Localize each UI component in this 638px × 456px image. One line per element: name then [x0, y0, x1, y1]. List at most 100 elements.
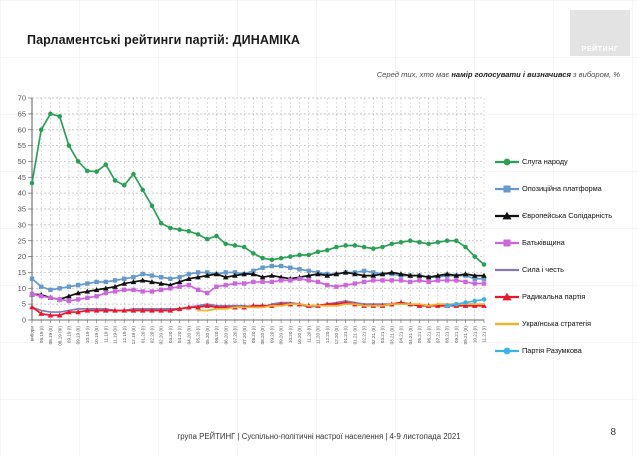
legend-label-radykalna-partiia: Радикальна партія [522, 292, 586, 301]
legend-item-radykalna-partiia[interactable]: Радикальна партія [494, 283, 638, 310]
svg-text:01.21 (II): 01.21 (II) [352, 326, 357, 345]
legend-item-syla-i-chest[interactable]: Сила і честь [494, 256, 638, 283]
svg-text:11.21 (I): 11.21 (I) [482, 326, 487, 343]
svg-text:50: 50 [18, 157, 26, 166]
legend-marker-square-violet [494, 237, 520, 249]
svg-text:03.21 (II): 03.21 (II) [389, 326, 394, 345]
legend-item-ukrainska-stratehiia[interactable]: Українська стратегія [494, 310, 638, 337]
subtitle-part-2: з вибором, % [570, 70, 620, 79]
svg-text:04.21 (II): 04.21 (II) [408, 326, 413, 345]
svg-text:12.19 (I): 12.19 (I) [122, 326, 127, 344]
svg-text:06.20 (I): 06.20 (I) [214, 326, 219, 344]
svg-text:70: 70 [18, 94, 26, 103]
svg-text:12.19 (II): 12.19 (II) [131, 326, 136, 345]
svg-text:06.21 (I): 06.21 (I) [426, 326, 431, 344]
svg-text:10.21 (I): 10.21 (I) [472, 326, 477, 344]
rating-logo: РЕЙТИНГ [570, 10, 630, 56]
svg-text:05.21 (I): 05.21 (I) [417, 326, 422, 344]
svg-text:45: 45 [18, 173, 26, 182]
svg-text:02.20 (I): 02.20 (I) [150, 326, 155, 344]
svg-text:30: 30 [18, 220, 26, 229]
svg-text:09.20 (I): 09.20 (I) [269, 326, 274, 344]
page-title: Парламентські рейтинги партій: ДИНАМІКА [27, 33, 300, 47]
legend-marker-line-gold [494, 318, 520, 330]
legend-marker-triangle-black [494, 210, 520, 222]
svg-text:04.21 (I): 04.21 (I) [399, 326, 404, 344]
subtitle-emphasis: намір голосувати і визначився [451, 70, 571, 79]
svg-text:05.20 (II): 05.20 (II) [205, 326, 210, 345]
svg-text:04.20 (I): 04.20 (I) [177, 326, 182, 344]
subtitle-part-1: Серед тих, хто має [376, 70, 452, 79]
svg-text:25: 25 [18, 236, 26, 245]
svg-text:03.21 (I): 03.21 (I) [380, 326, 385, 344]
legend-item-partiia-razumkova[interactable]: Партія Разумкова [494, 337, 638, 364]
svg-text:60: 60 [18, 125, 26, 134]
legend-item-batkivshchyna[interactable]: Батьківщина [494, 229, 638, 256]
chart-plot-area: 0 5 10 15 20 25 30 35 40 45 50 55 60 65 70 вибори 08.19 … [8, 92, 490, 384]
svg-text:07.20 (I): 07.20 (I) [233, 326, 238, 344]
chart-subtitle: Серед тих, хто має намір голосувати і ви… [377, 70, 620, 79]
legend-marker-triangle-red [494, 291, 520, 303]
svg-text:07.20 (II): 07.20 (II) [242, 326, 247, 345]
svg-text:03.20 (I): 03.20 (I) [168, 326, 173, 344]
legend-label-syla-i-chest: Сила і честь [522, 265, 564, 274]
svg-text:40: 40 [18, 189, 26, 198]
svg-text:12.20 (II): 12.20 (II) [334, 326, 339, 345]
rating-logo-text: РЕЙТИНГ [581, 46, 619, 53]
svg-text:09.21 (II): 09.21 (II) [463, 326, 468, 345]
svg-text:02.20 (II): 02.20 (II) [159, 326, 164, 345]
series-Опозиційна платформа [29, 263, 487, 293]
svg-text:02.21 (II): 02.21 (II) [371, 326, 376, 345]
svg-text:06.20 (II): 06.20 (II) [223, 326, 228, 345]
svg-text:08.19 (III): 08.19 (III) [57, 326, 62, 346]
slide-footer: група РЕЙТИНГ | Суспільно-політичні наст… [177, 432, 461, 441]
svg-text:08.19 (II): 08.19 (II) [48, 326, 53, 345]
svg-text:11.19 (II): 11.19 (II) [113, 326, 118, 345]
chart-legend: Слуга народу Опозиційна платформа Європе… [494, 148, 638, 364]
svg-text:09.20 (II): 09.20 (II) [279, 326, 284, 345]
svg-text:0: 0 [22, 316, 26, 325]
legend-item-sluga-narodu[interactable]: Слуга народу [494, 148, 638, 175]
svg-text:07.21 (I): 07.21 (I) [435, 326, 440, 344]
legend-marker-square-blue [494, 183, 520, 195]
svg-text:11.20 (II): 11.20 (II) [316, 326, 321, 345]
svg-text:10.19 (II): 10.19 (II) [94, 326, 99, 345]
svg-text:10.20 (II): 10.20 (II) [297, 326, 302, 345]
svg-text:65: 65 [18, 109, 26, 118]
svg-text:05.20 (I): 05.20 (I) [196, 326, 201, 344]
legend-label-batkivshchyna: Батьківщина [522, 238, 565, 247]
legend-item-evropeiska-solidarnist[interactable]: Європейська Солідарність [494, 202, 638, 229]
svg-text:09.21 (I): 09.21 (I) [454, 326, 459, 344]
svg-text:11.20 (I): 11.20 (I) [306, 326, 311, 343]
svg-text:20: 20 [18, 252, 26, 261]
svg-text:08.20 (I): 08.20 (I) [251, 326, 256, 344]
legend-marker-circle-green [494, 156, 520, 168]
legend-marker-circle-cyan [494, 345, 520, 357]
svg-text:08.21 (I): 08.21 (I) [445, 326, 450, 344]
svg-text:02.21 (I): 02.21 (I) [362, 326, 367, 344]
legend-label-ukrainska-stratehiia: Українська стратегія [522, 319, 591, 328]
svg-text:01.21 (I): 01.21 (I) [343, 326, 348, 344]
page-number: 8 [610, 427, 616, 438]
svg-text:09.19 (II): 09.19 (II) [76, 326, 81, 345]
svg-text:01.20 (I): 01.20 (I) [140, 326, 145, 344]
line-chart: 0 5 10 15 20 25 30 35 40 45 50 55 60 65 70 вибори 08.19 … [18, 94, 487, 346]
legend-label-opozytsiina-platforma: Опозиційна платформа [522, 184, 602, 193]
legend-item-opozytsiina-platforma[interactable]: Опозиційна платформа [494, 175, 638, 202]
svg-text:10: 10 [18, 284, 26, 293]
legend-marker-line-purple [494, 264, 520, 276]
series-Українська стратегія [197, 303, 485, 312]
legend-label-sluga-narodu: Слуга народу [522, 157, 568, 166]
svg-text:35: 35 [18, 205, 26, 214]
svg-text:04.20 (II): 04.20 (II) [186, 326, 191, 345]
svg-text:08.19 (I): 08.19 (I) [39, 326, 44, 344]
svg-text:вибори: вибори [30, 326, 35, 342]
svg-text:11.19 (I): 11.19 (I) [103, 326, 108, 343]
svg-text:5: 5 [22, 300, 26, 309]
svg-text:08.20 (II): 08.20 (II) [260, 326, 265, 345]
svg-text:12.20 (I): 12.20 (I) [325, 326, 330, 344]
svg-text:55: 55 [18, 141, 26, 150]
legend-label-evropeiska-solidarnist: Європейська Солідарність [522, 211, 613, 220]
series-Слуга народу [29, 111, 487, 267]
svg-text:10.19 (I): 10.19 (I) [85, 326, 90, 344]
